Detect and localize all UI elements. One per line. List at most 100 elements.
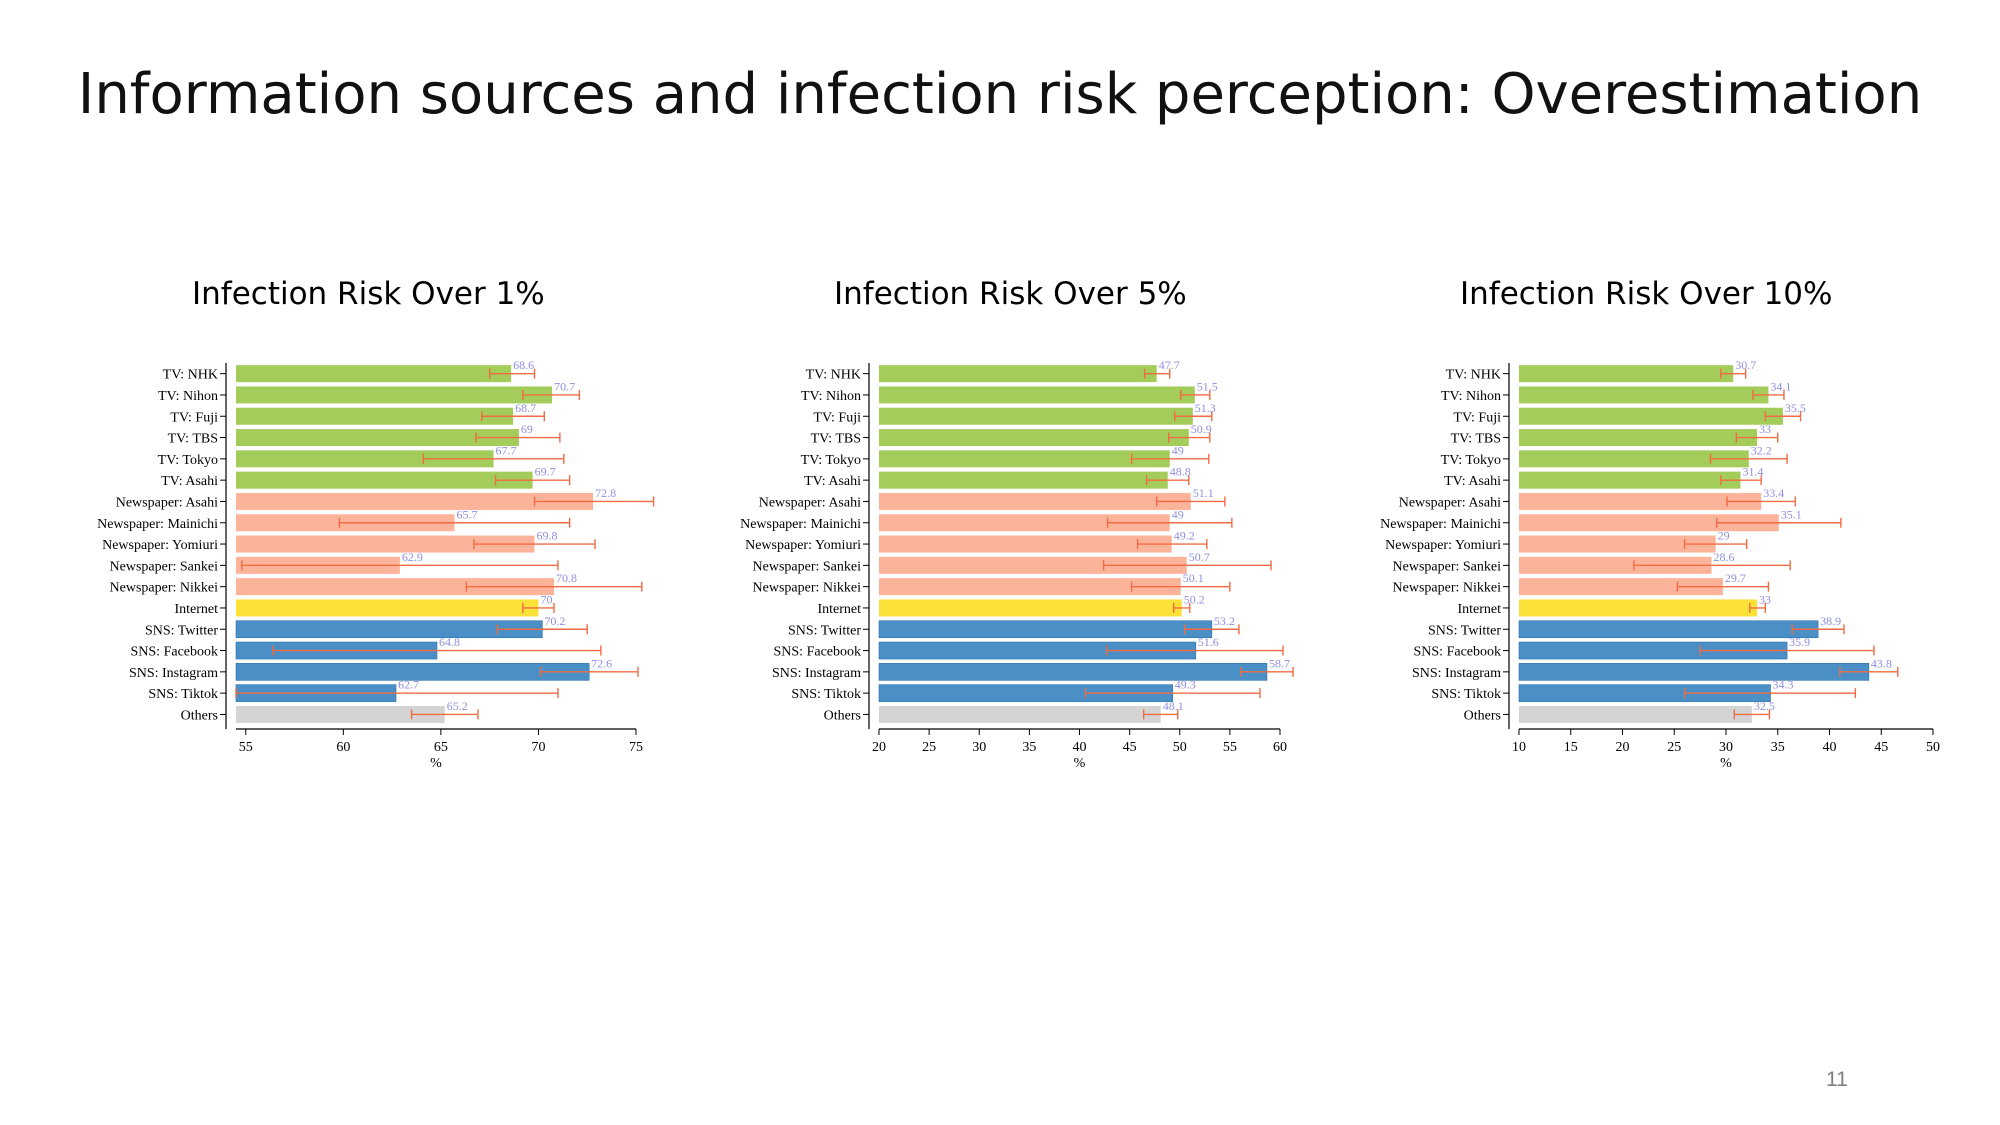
bar bbox=[879, 535, 1172, 553]
value-label: 72.8 bbox=[595, 486, 616, 500]
category-label: SNS: Instagram bbox=[129, 666, 218, 681]
category-label: Newspaper: Sankei bbox=[110, 559, 219, 574]
category-label: TV: Tokyo bbox=[158, 453, 218, 468]
category-label: Newspaper: Nikkei bbox=[1393, 581, 1502, 596]
category-label: Newspaper: Yomiuri bbox=[102, 538, 218, 553]
bar bbox=[236, 429, 519, 447]
value-label: 68.7 bbox=[515, 401, 536, 415]
value-label: 65.2 bbox=[447, 699, 468, 713]
x-tick-label: 40 bbox=[1073, 740, 1087, 755]
x-tick-label: 25 bbox=[1667, 740, 1681, 755]
bar bbox=[236, 471, 533, 489]
bar bbox=[236, 365, 512, 383]
x-tick-label: 60 bbox=[1273, 740, 1287, 755]
value-label: 32.2 bbox=[1751, 443, 1772, 457]
category-label: TV: TBS bbox=[168, 432, 218, 447]
bar bbox=[1519, 407, 1783, 425]
category-label: TV: NHK bbox=[806, 368, 861, 383]
value-label: 31.4 bbox=[1742, 465, 1763, 479]
x-tick-label: 45 bbox=[1123, 740, 1137, 755]
value-label: 49.3 bbox=[1175, 678, 1196, 692]
value-label: 62.9 bbox=[402, 550, 423, 564]
bar bbox=[1519, 599, 1758, 617]
value-label: 49 bbox=[1172, 507, 1184, 521]
x-tick-label: 35 bbox=[1771, 740, 1785, 755]
category-label: SNS: Facebook bbox=[774, 645, 862, 660]
category-label: Others bbox=[824, 708, 861, 723]
value-label: 70 bbox=[540, 592, 552, 606]
value-label: 67.7 bbox=[496, 443, 517, 457]
x-tick-label: 25 bbox=[922, 740, 936, 755]
value-label: 43.8 bbox=[1871, 656, 1892, 670]
category-label: Others bbox=[1464, 708, 1501, 723]
x-axis-label: % bbox=[430, 756, 442, 771]
x-tick-label: 10 bbox=[1512, 740, 1526, 755]
category-label: TV: Asahi bbox=[161, 474, 218, 489]
value-label: 35.1 bbox=[1781, 507, 1802, 521]
value-label: 48.8 bbox=[1170, 465, 1191, 479]
bar bbox=[236, 705, 445, 723]
category-label: TV: Fuji bbox=[1453, 410, 1501, 425]
bar bbox=[1519, 578, 1723, 596]
category-label: Internet bbox=[174, 602, 218, 617]
value-label: 51.5 bbox=[1197, 379, 1218, 393]
value-label: 47.7 bbox=[1159, 358, 1180, 372]
bar bbox=[1519, 556, 1712, 574]
category-label: SNS: Twitter bbox=[788, 623, 861, 638]
bar bbox=[236, 407, 514, 425]
value-label: 48.1 bbox=[1163, 699, 1184, 713]
value-label: 62.7 bbox=[398, 678, 419, 692]
category-label: TV: TBS bbox=[1451, 432, 1501, 447]
panel-title-2: Infection Risk Over 5% bbox=[834, 276, 1187, 312]
value-label: 51.1 bbox=[1193, 486, 1214, 500]
bar bbox=[879, 705, 1161, 723]
value-label: 35.5 bbox=[1785, 401, 1806, 415]
bar bbox=[236, 535, 535, 553]
category-label: Newspaper: Mainichi bbox=[97, 517, 218, 532]
x-tick-label: 50 bbox=[1926, 740, 1940, 755]
value-label: 58.7 bbox=[1269, 656, 1290, 670]
value-label: 49 bbox=[1172, 443, 1184, 457]
category-label: SNS: Tiktok bbox=[1431, 687, 1501, 702]
category-label: TV: Tokyo bbox=[801, 453, 861, 468]
value-label: 65.7 bbox=[457, 507, 478, 521]
bar bbox=[879, 386, 1195, 404]
value-label: 50.1 bbox=[1183, 571, 1204, 585]
bar bbox=[879, 556, 1187, 574]
x-tick-label: 45 bbox=[1874, 740, 1888, 755]
bar bbox=[879, 599, 1182, 617]
category-label: SNS: Facebook bbox=[1414, 645, 1502, 660]
category-label: Newspaper: Yomiuri bbox=[1385, 538, 1501, 553]
bar bbox=[1519, 386, 1769, 404]
value-label: 34.1 bbox=[1770, 379, 1791, 393]
x-tick-label: 70 bbox=[531, 740, 545, 755]
bar bbox=[1519, 492, 1762, 510]
category-label: TV: Nihon bbox=[1441, 389, 1501, 404]
x-tick-label: 40 bbox=[1823, 740, 1837, 755]
x-tick-label: 60 bbox=[336, 740, 350, 755]
category-label: SNS: Twitter bbox=[145, 623, 218, 638]
category-label: SNS: Facebook bbox=[131, 645, 219, 660]
category-label: Newspaper: Nikkei bbox=[753, 581, 862, 596]
category-label: TV: NHK bbox=[1446, 368, 1501, 383]
category-label: Newspaper: Mainichi bbox=[1380, 517, 1501, 532]
value-label: 70.2 bbox=[544, 614, 565, 628]
x-axis-label: % bbox=[1074, 756, 1086, 771]
bar bbox=[1519, 471, 1741, 489]
bar bbox=[1518, 620, 1819, 639]
x-tick-label: 15 bbox=[1564, 740, 1578, 755]
category-label: Newspaper: Asahi bbox=[1399, 495, 1501, 510]
category-label: SNS: Instagram bbox=[772, 666, 861, 681]
category-label: TV: Tokyo bbox=[1441, 453, 1501, 468]
category-label: Newspaper: Nikkei bbox=[110, 581, 219, 596]
category-label: Others bbox=[181, 708, 218, 723]
bar bbox=[878, 620, 1213, 639]
bar bbox=[879, 365, 1157, 383]
value-label: 50.7 bbox=[1189, 550, 1210, 564]
category-label: TV: Fuji bbox=[170, 410, 218, 425]
bar bbox=[1519, 535, 1716, 553]
x-tick-label: 65 bbox=[434, 740, 448, 755]
category-label: TV: NHK bbox=[163, 368, 218, 383]
page-number: 11 bbox=[1826, 1068, 1848, 1091]
x-tick-label: 35 bbox=[1022, 740, 1036, 755]
